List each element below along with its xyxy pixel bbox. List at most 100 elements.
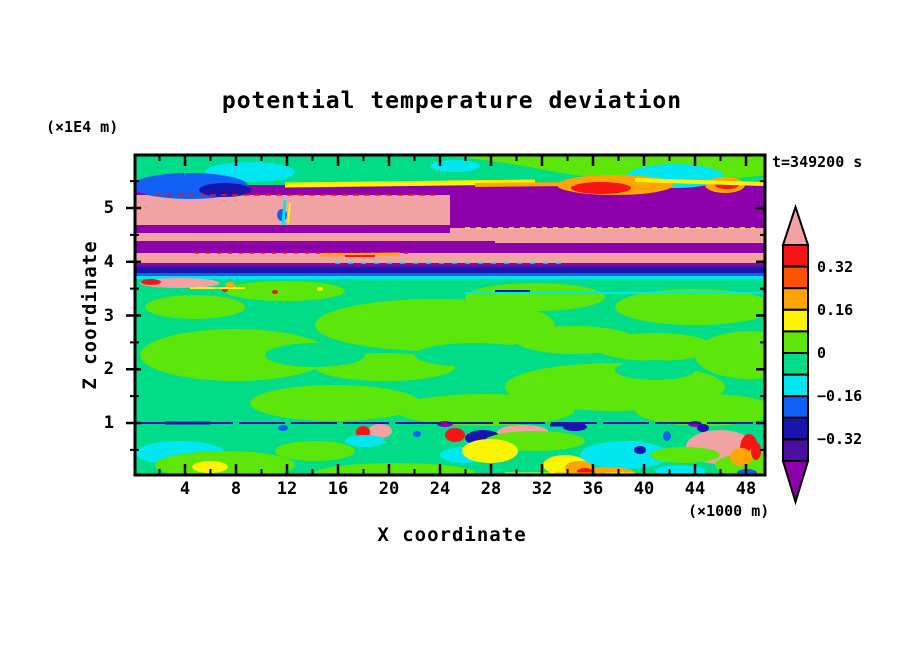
- field-blob: [515, 326, 635, 354]
- field-line: [287, 202, 291, 224]
- z-tick-label: 3: [103, 305, 114, 326]
- field-blob: [395, 394, 575, 426]
- field-line: [281, 199, 287, 226]
- colorbar-segment: [782, 330, 809, 354]
- field-blob: [615, 360, 695, 380]
- field-blob: [430, 160, 480, 172]
- field-line: [284, 179, 536, 188]
- colorbar-segment: [782, 416, 809, 441]
- field-band: [135, 273, 765, 276]
- field-band: [450, 228, 765, 243]
- x-tick-label: 24: [429, 479, 451, 499]
- colorbar-arrow-top: [781, 203, 810, 246]
- x-tick-label: 36: [582, 479, 604, 499]
- field-band: [135, 253, 765, 263]
- field-band: [135, 263, 765, 266]
- field-band: [135, 268, 765, 273]
- x-tick-label: 40: [633, 479, 655, 499]
- colorbar-segment: [782, 373, 809, 398]
- field-blob: [650, 447, 720, 463]
- field-band: [135, 266, 765, 268]
- colorbar-segment: [782, 352, 809, 376]
- colorbar-segment: [782, 287, 809, 311]
- field-blob: [145, 295, 245, 319]
- field-blob: [655, 465, 705, 475]
- field-blob: [265, 343, 365, 367]
- field-band: [495, 243, 765, 253]
- colorbar-segment: [782, 308, 809, 333]
- field-band: [135, 195, 450, 225]
- colorbar-tick-label: −0.32: [817, 430, 863, 449]
- field-blob: [315, 299, 555, 351]
- field-line: [474, 182, 576, 187]
- field-blob: [199, 183, 251, 197]
- field-blob: [751, 442, 761, 460]
- colorbar-tick-label: 0: [817, 344, 827, 362]
- colorbar-segment: [782, 244, 809, 268]
- x-tick-label: 8: [230, 479, 242, 499]
- field-line: [634, 178, 765, 186]
- field-blob: [317, 287, 323, 291]
- plot-border: [133, 153, 767, 477]
- field-blob: [275, 441, 355, 461]
- x-tick-label: 12: [276, 479, 298, 499]
- x-axis-title: X coordinate: [377, 524, 527, 546]
- colorbar-tick-label: −0.16: [817, 387, 863, 406]
- x-tick-label: 44: [684, 479, 706, 499]
- field-band: [135, 185, 765, 195]
- x-tick-label: 48: [735, 479, 757, 499]
- field-blob: [415, 343, 535, 367]
- field-blob: [140, 329, 330, 381]
- field-blob: [571, 182, 631, 194]
- field-band: [135, 276, 765, 279]
- field-blob: [141, 279, 161, 285]
- field-blob: [663, 431, 671, 441]
- colorbar-arrow-bottom: [781, 460, 810, 506]
- field-band: [135, 241, 495, 253]
- field-blob: [368, 424, 392, 438]
- field-blob: [465, 283, 605, 311]
- colorbar: [781, 203, 810, 506]
- field-blob: [730, 448, 752, 466]
- field-blob: [462, 439, 518, 463]
- field-blob: [140, 278, 220, 288]
- colorbar-segment: [782, 265, 809, 290]
- x-tick-label: 16: [327, 479, 349, 499]
- field-blob: [634, 446, 646, 454]
- field-blob: [697, 424, 709, 432]
- colorbar-tick-label: 0.16: [817, 300, 854, 319]
- field-band: [135, 225, 450, 233]
- field-blob: [155, 451, 295, 475]
- field-blob: [250, 385, 420, 421]
- field-band: [450, 195, 765, 228]
- field-blob: [225, 281, 345, 301]
- field-blob: [345, 435, 385, 447]
- colorbar-segment: [782, 438, 809, 462]
- field-blob: [356, 426, 370, 438]
- field-blob: [695, 331, 765, 379]
- chart-title: potential temperature deviation: [221, 88, 683, 114]
- field-band: [135, 233, 450, 241]
- field-blob: [445, 428, 465, 442]
- field-blob: [315, 463, 475, 475]
- x-tick-label: 20: [378, 479, 400, 499]
- x-tick-label: 28: [480, 479, 502, 499]
- z-tick-label: 5: [103, 198, 114, 218]
- contour-field: [135, 155, 765, 475]
- field-blob: [635, 394, 765, 426]
- field-blob: [278, 425, 288, 431]
- field-blob: [192, 461, 228, 473]
- field-blob: [225, 282, 235, 288]
- field-blob: [615, 289, 765, 325]
- field-blob: [580, 441, 670, 469]
- field-blob: [272, 290, 278, 294]
- z-tick-label: 4: [103, 251, 114, 272]
- x-tick-label: 4: [179, 479, 191, 499]
- field-line: [319, 252, 401, 257]
- colorbar-segment: [782, 395, 809, 419]
- x-tick-label: 32: [531, 479, 553, 499]
- z-tick-label: 2: [103, 359, 114, 380]
- colorbar-tick-label: 0.32: [817, 257, 854, 276]
